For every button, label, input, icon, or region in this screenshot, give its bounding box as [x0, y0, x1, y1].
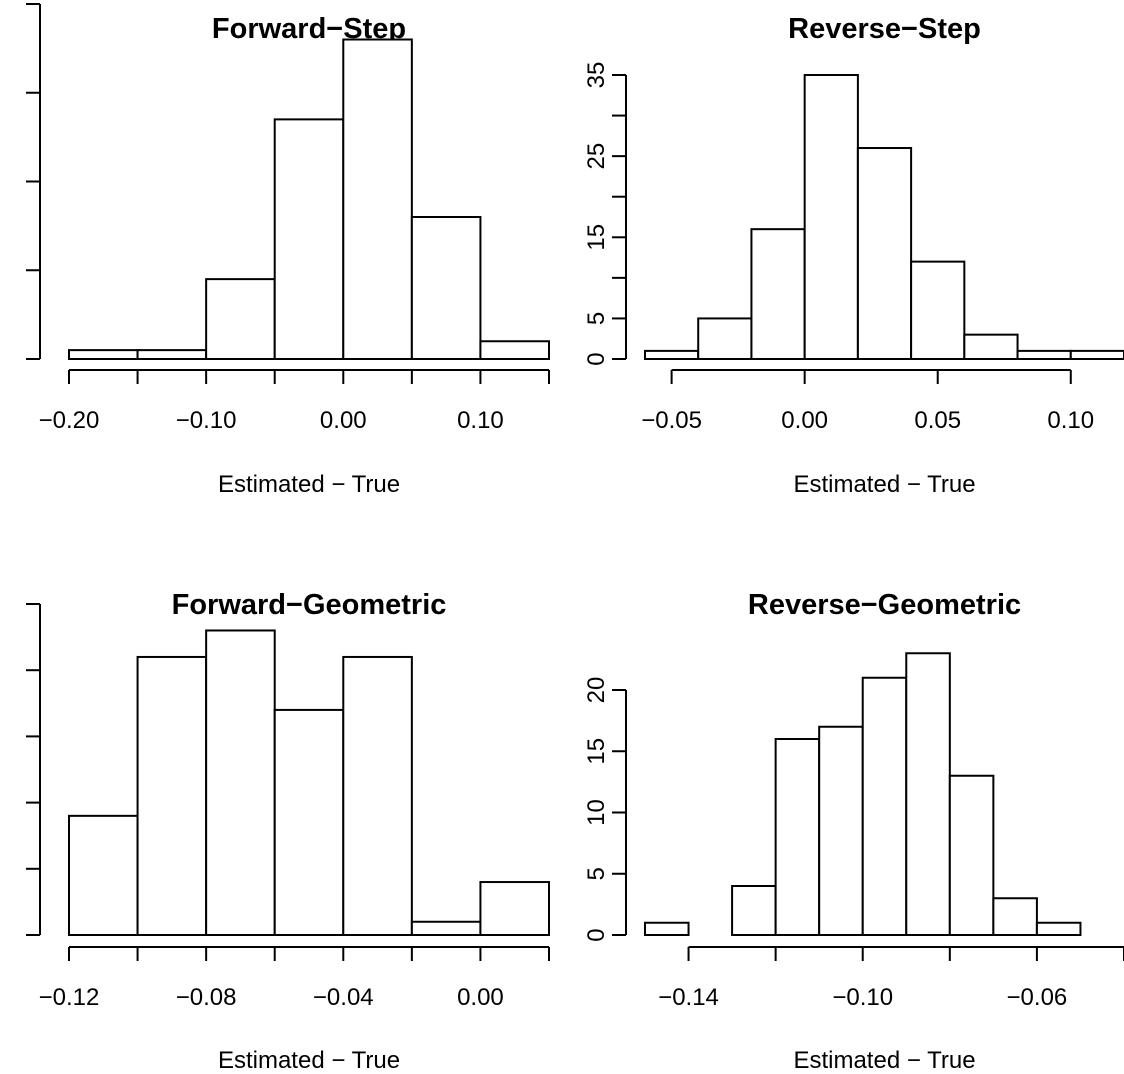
histogram-bar	[205, 629, 276, 936]
histogram-bar	[750, 228, 806, 360]
reverse-step-x-axis-label: Estimated − True	[793, 471, 975, 498]
histogram-bar	[273, 708, 345, 936]
y-tick-label: 5	[583, 312, 610, 325]
histogram-bar	[992, 897, 1038, 936]
forward-step-x-axis-label: Estimated − True	[218, 471, 400, 498]
reverse-step-panel: Reverse−Step −0.05 0.00 0.05 0.10 0 5 15 25 35 Est…	[583, 13, 1124, 498]
histogram-bar	[479, 340, 550, 360]
y-tick-label: 10	[583, 799, 610, 826]
histogram-bar	[205, 278, 276, 360]
forward-step-panel: Forward−Step−0.20 −0.10 0.00 0.10Estimated …	[26, 3, 550, 498]
x-tick-label: −0.20	[39, 407, 100, 434]
y-tick-label: 15	[583, 224, 610, 251]
histogram-bar	[68, 814, 139, 937]
histogram-bar	[803, 74, 859, 360]
forward-geometric-title: Forward−Geometric	[172, 589, 447, 621]
histogram-bar	[818, 725, 864, 936]
y-tick-label: 35	[583, 62, 610, 89]
x-tick-label: 0.00	[320, 407, 367, 434]
forward-geometric-panel: Forward−Geometric −0.12 −0.08 −0.04 0.00 Esti…	[26, 589, 550, 1074]
x-tick-label: −0.04	[313, 984, 374, 1011]
x-tick-label: −0.14	[658, 984, 719, 1011]
x-tick-label: 0.00	[457, 984, 504, 1011]
histogram-bar	[136, 655, 208, 937]
histogram-bar	[910, 260, 966, 360]
x-tick-label: −0.05	[641, 407, 702, 434]
histogram-bar	[68, 349, 139, 360]
histogram-bar	[644, 349, 700, 360]
y-tick-label: 0	[583, 928, 610, 941]
y-tick-label: 20	[583, 677, 610, 704]
histogram-bar	[136, 349, 208, 360]
reverse-geometric-x-axis-label: Estimated − True	[793, 1047, 975, 1074]
x-tick-label: −0.10	[832, 984, 893, 1011]
histogram-bar	[410, 920, 482, 937]
reverse-step-title: Reverse−Step	[788, 13, 981, 45]
histogram-bar	[342, 38, 413, 360]
histogram-bar	[905, 652, 951, 936]
histogram-bar	[731, 885, 777, 936]
x-tick-label: 0.10	[1047, 407, 1094, 434]
y-tick-label: 5	[583, 867, 610, 880]
histogram-bar	[948, 774, 995, 936]
x-tick-label: −0.12	[39, 984, 100, 1011]
reverse-geometric-panel: Reverse−Geometric −0.14 −0.10 −0.06 0 5 10 15 20…	[583, 589, 1124, 1074]
x-tick-label: −0.08	[176, 984, 237, 1011]
y-tick-label: 25	[583, 143, 610, 170]
histogram-bar	[1035, 921, 1082, 936]
x-tick-label: 0.05	[914, 407, 961, 434]
histogram-bar	[774, 738, 821, 936]
histogram-bar	[410, 216, 482, 360]
histogram-bar	[273, 118, 345, 360]
x-tick-label: −0.10	[176, 407, 237, 434]
forward-geometric-x-axis-label: Estimated − True	[218, 1047, 400, 1074]
x-tick-label: 0.10	[457, 407, 504, 434]
histogram-bar	[697, 317, 753, 360]
reverse-geometric-title: Reverse−Geometric	[748, 589, 1021, 621]
y-tick-label: 0	[583, 352, 610, 365]
histogram-bar	[644, 921, 690, 936]
histogram-bar	[856, 147, 913, 360]
histogram-bar	[861, 676, 908, 936]
x-tick-label: 0.00	[781, 407, 828, 434]
histogram-bar	[342, 655, 413, 937]
y-tick-label: 15	[583, 738, 610, 765]
histogram-bar	[963, 333, 1019, 360]
histogram-bar	[479, 881, 550, 936]
x-tick-label: −0.06	[1007, 984, 1068, 1011]
histogram-bar	[1069, 349, 1124, 360]
histogram-bar	[1016, 349, 1072, 360]
